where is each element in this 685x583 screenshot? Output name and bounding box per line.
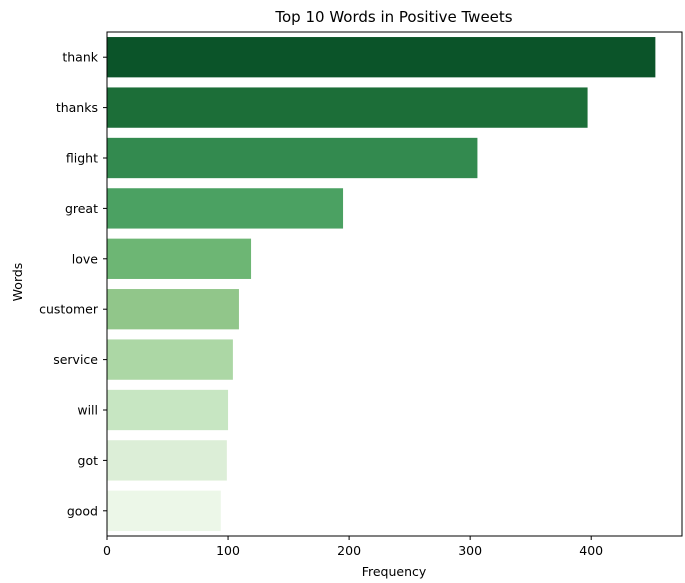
bar-thanks (107, 87, 588, 128)
x-tick-label: 100 (216, 543, 240, 558)
bar-will (107, 389, 229, 431)
bar-thank (107, 37, 656, 78)
bar-good (107, 490, 221, 531)
y-tick-label: will (77, 403, 98, 418)
x-tick-label: 400 (579, 543, 603, 558)
x-tick-label: 200 (337, 543, 361, 558)
y-tick-label: good (67, 503, 98, 518)
x-tick-label: 300 (458, 543, 482, 558)
y-tick-label: love (72, 251, 99, 266)
y-tick-label: customer (39, 302, 99, 317)
y-tick-label: great (65, 201, 98, 216)
bar-group (107, 37, 656, 531)
x-axis-label: Frequency (362, 564, 427, 579)
y-tick-label: flight (66, 151, 98, 166)
plot-frame (106, 31, 683, 537)
bar-got (107, 440, 227, 481)
y-axis-ticks: thank thanks flight great love customer servic… (39, 50, 107, 518)
y-tick-label: got (78, 453, 99, 468)
x-axis-ticks: 0 100 200 300 400 (103, 536, 603, 558)
y-tick-label: thanks (56, 100, 98, 115)
chart-title: Top 10 Words in Positive Tweets (274, 8, 512, 26)
bar-love (107, 238, 252, 279)
bar-great (107, 188, 344, 229)
y-tick-label: service (53, 352, 98, 367)
y-tick-label: thank (62, 50, 98, 65)
bar-flight (107, 137, 478, 179)
x-tick-label: 0 (103, 543, 111, 558)
bar-service (107, 339, 233, 380)
bar-customer (107, 289, 239, 330)
y-axis-label: Words (10, 263, 25, 302)
